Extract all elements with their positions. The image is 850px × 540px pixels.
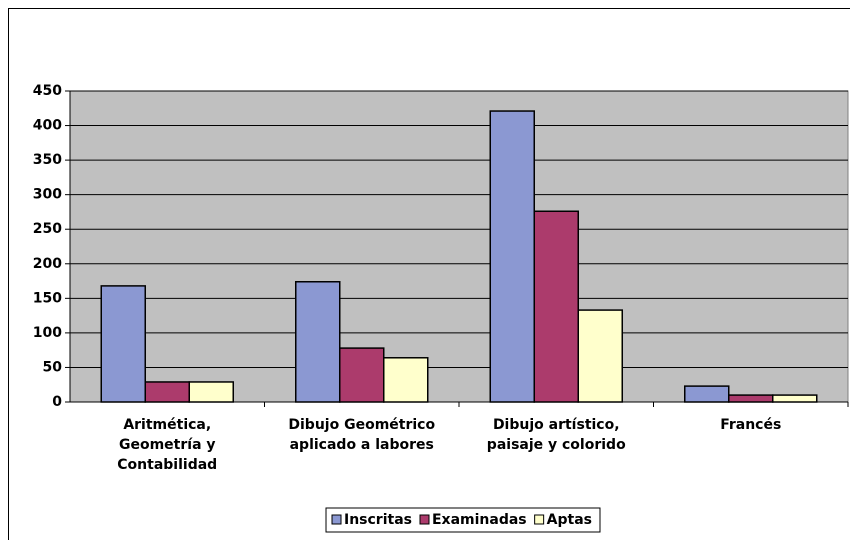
x-tick-label: Aritmética, Geometría y Contabilidad bbox=[117, 417, 218, 473]
y-tick-label: 350 bbox=[33, 152, 62, 168]
legend-swatch bbox=[534, 514, 545, 525]
y-tick-label: 250 bbox=[33, 221, 62, 237]
legend bbox=[325, 507, 601, 533]
y-tick-label: 200 bbox=[33, 256, 62, 272]
bar bbox=[339, 347, 385, 403]
bar bbox=[684, 385, 730, 403]
y-tick-label: 300 bbox=[33, 187, 62, 203]
y-tick-label: 0 bbox=[52, 394, 62, 410]
legend-label: Aptas bbox=[547, 512, 592, 528]
legend-swatch bbox=[419, 514, 430, 525]
x-tick-label: Francés bbox=[720, 417, 782, 433]
y-tick-label: 150 bbox=[33, 290, 62, 306]
bar bbox=[295, 280, 341, 403]
y-tick-label: 50 bbox=[43, 359, 63, 375]
y-tick-label: 400 bbox=[33, 118, 62, 134]
x-tick-label: Dibujo artístico, paisaje y colorido bbox=[486, 417, 626, 453]
bar bbox=[383, 357, 429, 403]
bar bbox=[728, 394, 774, 403]
bar bbox=[772, 394, 818, 403]
legend-label: Examinadas bbox=[432, 512, 527, 528]
bar bbox=[533, 210, 579, 403]
legend-swatch bbox=[331, 514, 342, 525]
bar bbox=[577, 309, 623, 403]
bar bbox=[188, 381, 234, 403]
bar bbox=[489, 110, 535, 403]
bar bbox=[100, 285, 146, 403]
legend-label: Inscritas bbox=[344, 512, 412, 528]
y-tick-label: 450 bbox=[33, 83, 62, 99]
x-tick-label: Dibujo Geométrico aplicado a labores bbox=[288, 417, 436, 453]
plot-area bbox=[69, 90, 849, 403]
y-tick-label: 100 bbox=[33, 325, 62, 341]
bar bbox=[144, 381, 190, 403]
